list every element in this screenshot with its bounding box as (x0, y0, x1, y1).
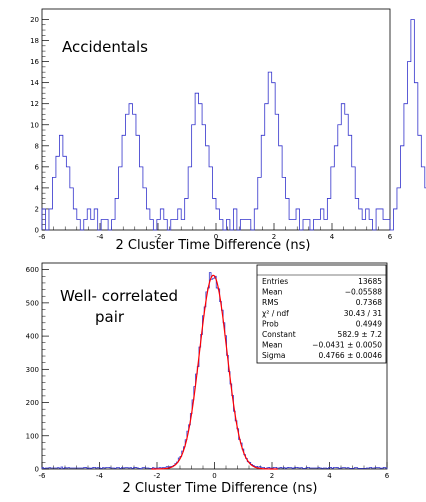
x-tick-label: -6 (39, 472, 47, 480)
stats-row-label: Mean (262, 341, 283, 350)
correlated-x-axis-label: 2 Cluster Time Difference (ns) (123, 481, 318, 496)
stats-row-value: 0.7368 (356, 298, 382, 307)
stats-row-value: −0.0431 ± 0.0050 (312, 341, 382, 350)
y-tick-label: 10 (30, 121, 39, 129)
y-tick-label: 500 (26, 299, 39, 307)
stats-row-value: 30.43 / 31 (344, 309, 383, 318)
y-tick-label: 0 (35, 466, 39, 474)
y-tick-label: 14 (30, 79, 39, 87)
stats-box: Entries 13685 Mean −0.05588 RMS 0.7368 χ² / nd… (256, 264, 387, 364)
stats-row-value: 582.9 ± 7.2 (338, 330, 383, 339)
stats-rows: Entries 13685 Mean −0.05588 RMS 0.7368 χ² / nd… (262, 277, 382, 360)
x-tick-label: 0 (212, 472, 216, 480)
correlated-histogram (41, 272, 388, 470)
y-tick-label: 16 (30, 58, 39, 66)
y-tick-label: 400 (26, 333, 39, 341)
x-tick-label: -2 (155, 233, 162, 241)
stats-row-label: Entries (262, 277, 288, 286)
stats-row-label: RMS (262, 298, 279, 307)
y-tick-label: 200 (26, 399, 39, 407)
x-tick-label: -4 (96, 472, 104, 480)
y-tick-label: 20 (30, 16, 39, 24)
stats-row-label: χ² / ndf (262, 309, 289, 318)
stats-box-frame (256, 264, 387, 364)
gaussian-fit-curve (151, 274, 278, 470)
stats-row-value: 0.4766 ± 0.0046 (318, 351, 382, 360)
x-tick-label: -6 (39, 233, 47, 241)
correlated-y-ticks: 0 100 200 300 400 500 600 (26, 266, 49, 474)
y-tick-label: 0 (35, 227, 39, 235)
x-tick-label: 6 (385, 472, 390, 480)
accidentals-panel: 0 2 4 6 8 10 12 14 16 18 20 -6 -4 -2 0 2 4 6 Accidentals… (30, 8, 426, 253)
stats-row-label: Prob (262, 319, 279, 328)
y-tick-label: 12 (30, 100, 39, 108)
y-tick-label: 8 (35, 142, 39, 150)
accidentals-x-axis-label: 2 Cluster Time Difference (ns) (116, 238, 311, 253)
stats-row-value: 13685 (358, 277, 382, 286)
stats-row-label: Sigma (262, 351, 286, 360)
correlated-panel: 0 100 200 300 400 500 600 -6 -4 -2 0 2 4 6 Well- cor… (26, 262, 390, 496)
x-tick-label: 4 (327, 472, 332, 480)
x-tick-label: 2 (270, 472, 274, 480)
x-tick-label: 4 (330, 233, 335, 241)
y-tick-label: 4 (35, 184, 40, 192)
correlated-title-line-2: pair (95, 308, 125, 326)
x-tick-label: -2 (154, 472, 161, 480)
x-tick-label: 6 (388, 233, 393, 241)
y-tick-label: 2 (35, 205, 39, 213)
y-tick-label: 600 (26, 266, 39, 274)
stats-row-label: Mean (262, 288, 283, 297)
correlated-x-ticks: -6 -4 -2 0 2 4 6 (39, 462, 390, 480)
x-tick-label: -4 (97, 233, 105, 241)
stats-row-value: −0.05588 (345, 288, 383, 297)
y-tick-label: 18 (30, 37, 39, 45)
y-tick-label: 300 (26, 366, 39, 374)
correlated-title-line-1: Well- correlated (60, 287, 178, 305)
y-tick-label: 6 (35, 163, 40, 171)
accidentals-x-ticks: -6 -4 -2 0 2 4 6 (39, 223, 393, 241)
y-tick-label: 100 (26, 432, 39, 440)
accidentals-y-ticks: 0 2 4 6 8 10 12 14 16 18 20 (30, 16, 49, 235)
x-tick-label: 2 (272, 233, 276, 241)
x-tick-label: 0 (214, 233, 218, 241)
accidentals-title: Accidentals (62, 38, 148, 56)
accidentals-histogram (41, 19, 426, 231)
stats-row-label: Constant (262, 330, 296, 339)
stats-row-value: 0.4949 (356, 319, 382, 328)
